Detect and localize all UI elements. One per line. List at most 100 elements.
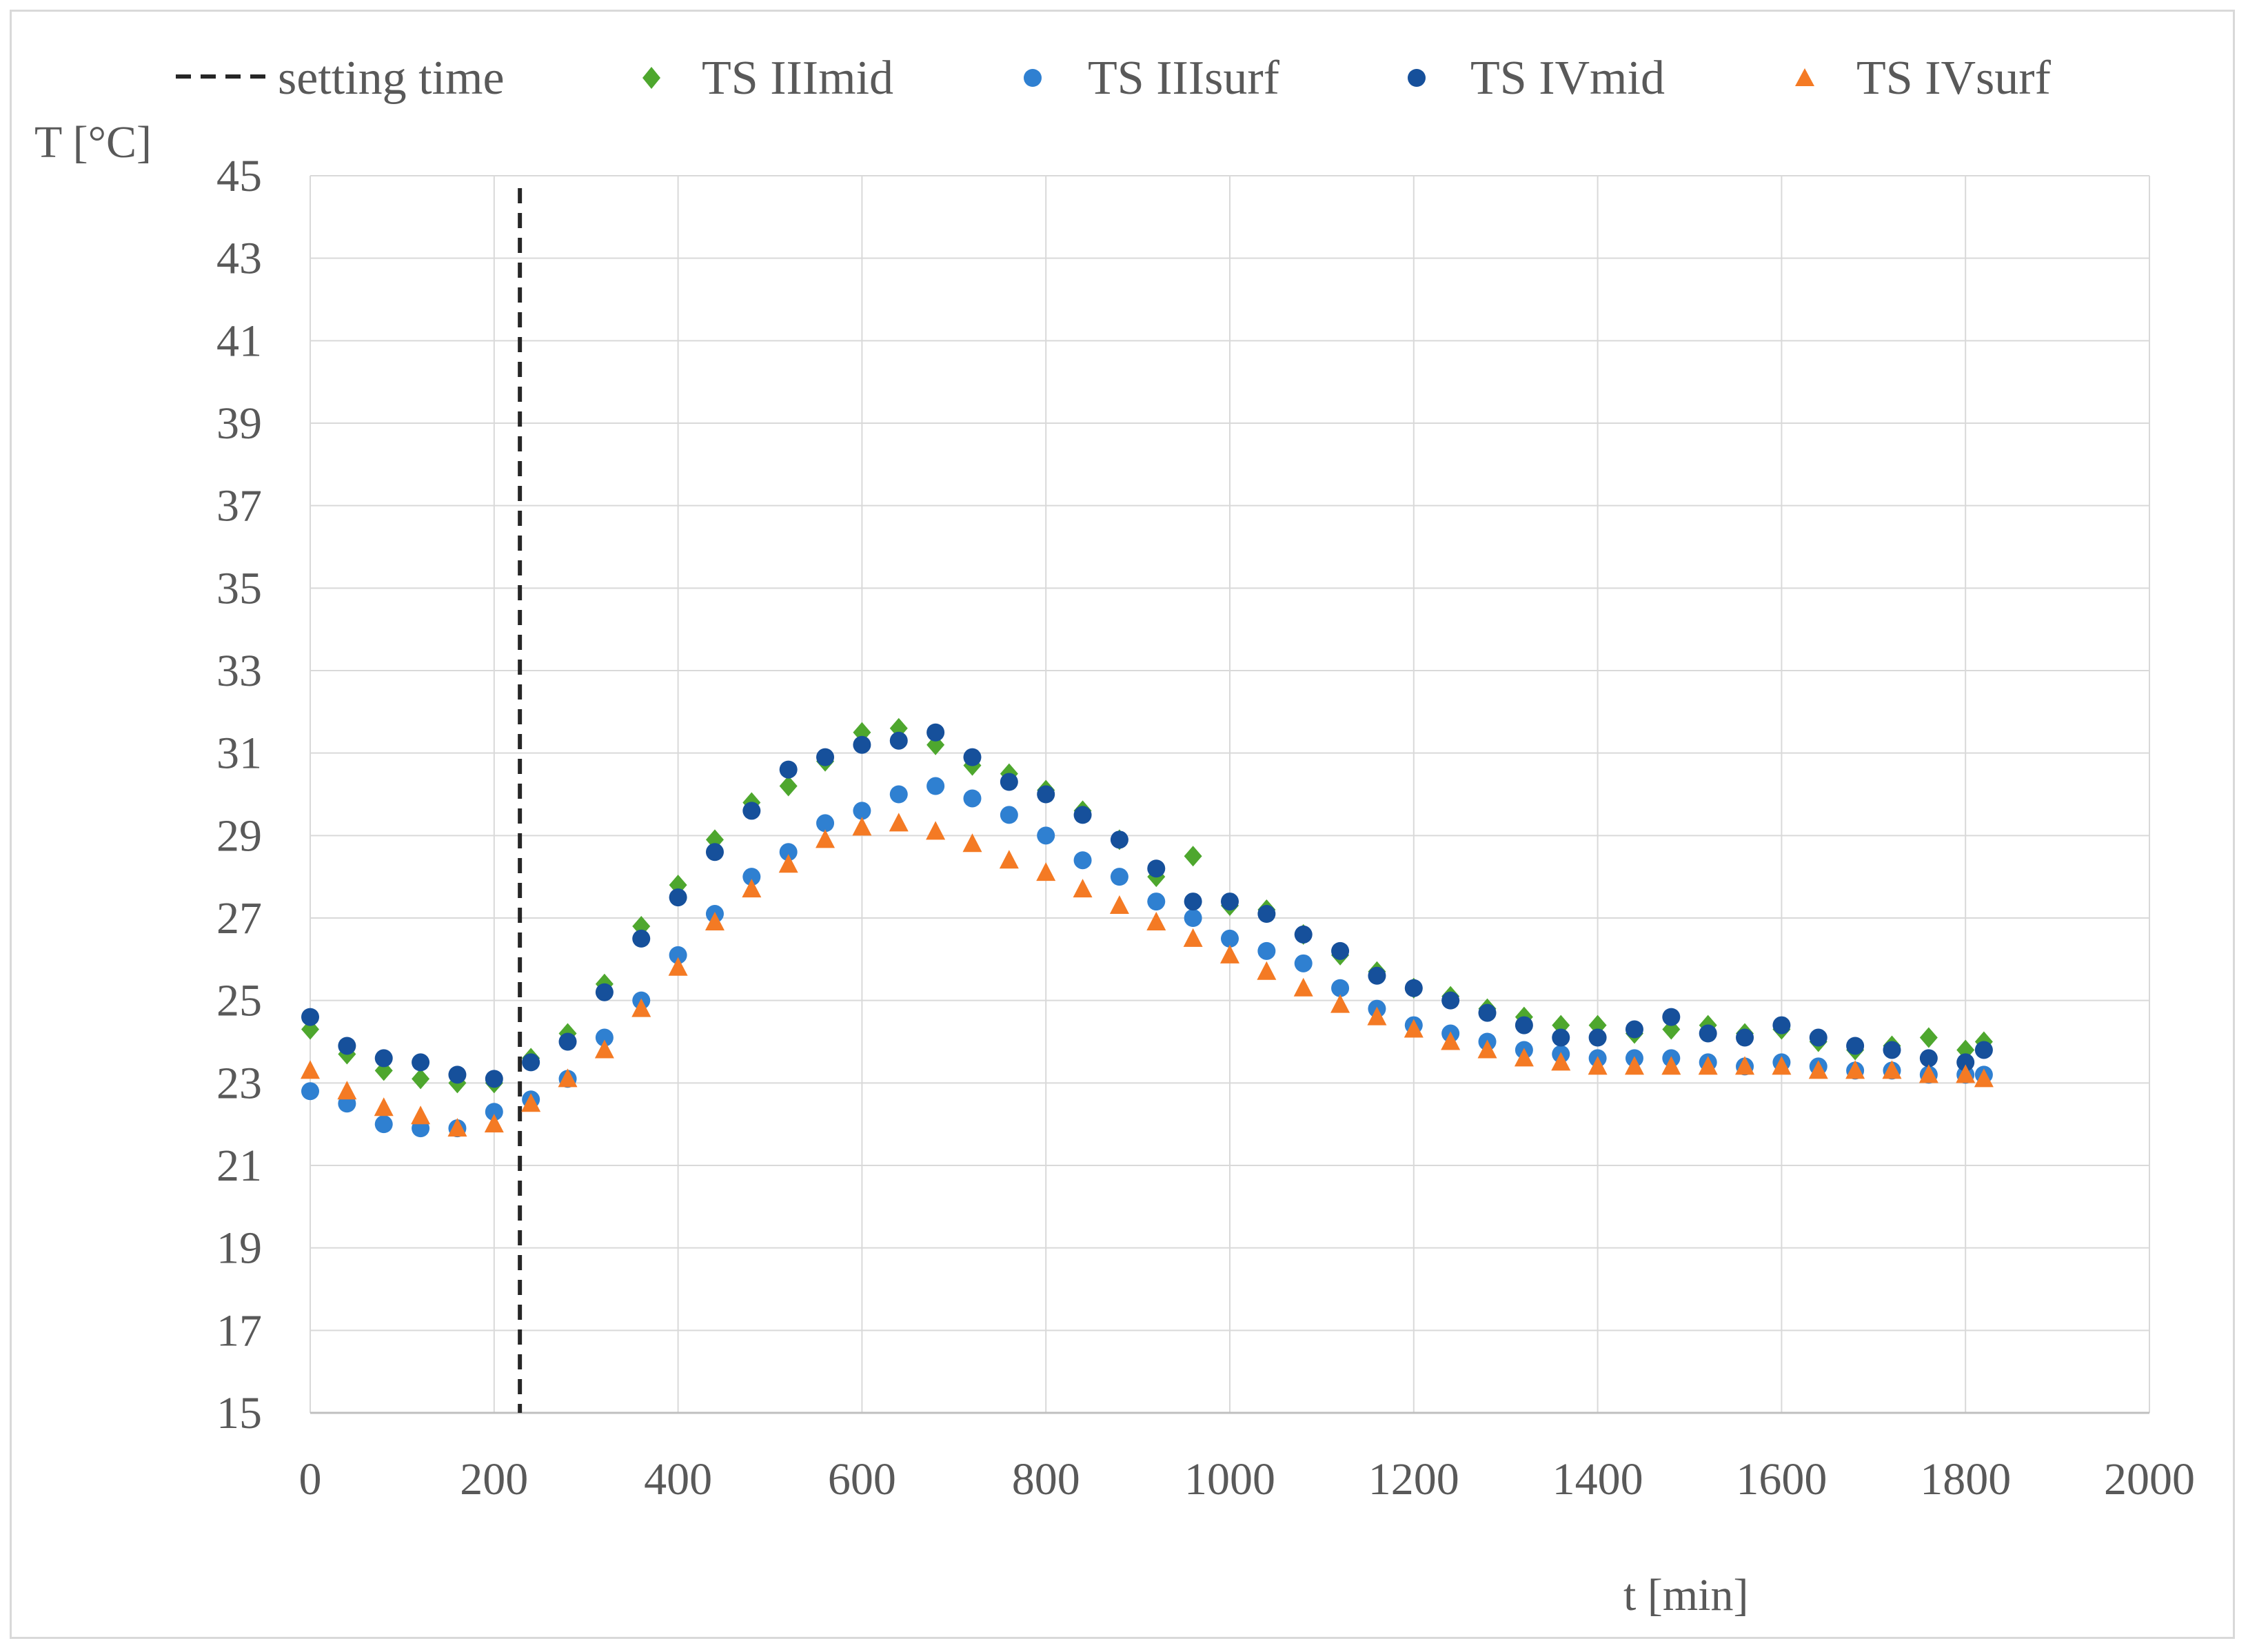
data-point: [853, 802, 871, 820]
data-point: [1698, 1056, 1718, 1075]
legend-setting-time-label: setting time: [278, 52, 505, 105]
data-point: [1109, 895, 1129, 915]
y-tick-label: 21: [216, 1141, 262, 1191]
data-point: [962, 833, 982, 853]
x-tick-label: 1000: [1184, 1454, 1275, 1505]
data-point: [1000, 806, 1018, 824]
data-point: [594, 1039, 614, 1059]
data-point: [1974, 1041, 1993, 1059]
legend-ts-ivmid-label: TS IVmid: [1470, 52, 1665, 105]
data-point: [1515, 1016, 1533, 1034]
data-point: [1036, 862, 1056, 881]
data-point: [1183, 928, 1203, 947]
data-point: [926, 821, 946, 840]
y-tick-label: 25: [216, 976, 262, 1026]
y-tick-label: 15: [216, 1388, 262, 1438]
data-point: [1367, 1006, 1387, 1026]
data-point: [484, 1114, 504, 1133]
data-point: [853, 735, 871, 754]
data-point: [963, 789, 982, 808]
y-tick-label: 29: [216, 810, 262, 861]
data-point: [1735, 1056, 1755, 1075]
data-point: [778, 854, 798, 873]
data-point: [1404, 979, 1423, 997]
legend-ts-iiimid-label: TS IIImid: [702, 52, 893, 105]
data-point: [926, 777, 945, 795]
data-point: [1221, 929, 1239, 948]
legend: setting time TS IIImid TS IIIsurf TS IVm…: [176, 52, 2052, 105]
data-point: [1662, 1008, 1681, 1026]
data-point: [301, 1082, 319, 1101]
x-tick-label: 600: [828, 1454, 896, 1505]
data-point: [889, 731, 908, 750]
data-point: [448, 1065, 467, 1084]
data-point: [669, 888, 687, 907]
data-point: [1809, 1028, 1827, 1047]
y-axis-title: T [°C]: [34, 117, 152, 167]
data-point: [1624, 1056, 1644, 1075]
data-point: [779, 760, 798, 779]
data-point: [816, 829, 836, 848]
data-point: [1037, 785, 1055, 804]
data-point: [816, 814, 835, 833]
data-point: [595, 983, 614, 1001]
y-tick-label: 17: [216, 1305, 262, 1356]
data-point: [816, 748, 835, 766]
legend-ts-ivsurf-label: TS IVsurf: [1856, 52, 2052, 105]
x-tick-label: 400: [644, 1454, 712, 1505]
data-point: [521, 1093, 541, 1112]
y-tick-label: 39: [216, 398, 262, 449]
data-point: [337, 1081, 357, 1100]
data-point: [1552, 1028, 1570, 1047]
data-point: [338, 1037, 356, 1055]
data-point: [1919, 1027, 1938, 1048]
data-points: [301, 717, 1994, 1138]
x-tick-label: 2000: [2104, 1454, 2195, 1505]
y-tick-label: 45: [216, 151, 262, 201]
data-point: [1441, 991, 1460, 1010]
data-point: [374, 1049, 393, 1068]
y-tick-label: 31: [216, 728, 262, 779]
data-point: [1956, 1053, 1975, 1072]
data-point: [1882, 1060, 1902, 1079]
data-point: [1772, 1056, 1792, 1075]
data-point: [668, 957, 688, 976]
data-point: [1147, 893, 1166, 911]
legend-ts-iiisurf-swatch: [1024, 69, 1042, 87]
y-tick-label: 43: [216, 234, 262, 284]
x-tick-label: 1600: [1736, 1454, 1827, 1505]
data-point: [742, 868, 761, 886]
data-point: [1331, 941, 1350, 960]
data-point: [1883, 1041, 1901, 1059]
data-point: [1184, 846, 1202, 867]
data-point: [705, 843, 724, 861]
data-point: [631, 998, 651, 1017]
data-point: [1772, 1016, 1791, 1034]
data-point: [632, 929, 651, 948]
data-point: [1919, 1049, 1938, 1068]
data-point: [1736, 1028, 1754, 1047]
data-point: [1845, 1060, 1865, 1079]
data-point: [1073, 879, 1093, 898]
data-point: [447, 1118, 467, 1137]
y-tick-label: 33: [216, 646, 262, 696]
data-point: [1404, 1019, 1424, 1038]
x-axis-title: t [min]: [1623, 1570, 1748, 1620]
data-point: [889, 785, 908, 804]
legend-ts-iiimid-swatch: [642, 67, 660, 89]
y-tick-label: 37: [216, 481, 262, 531]
data-point: [1000, 773, 1018, 791]
data-point: [1477, 1039, 1497, 1059]
data-point: [669, 946, 687, 964]
data-point: [374, 1097, 394, 1116]
data-point: [558, 1068, 578, 1088]
x-tick-label: 200: [460, 1454, 528, 1505]
data-point: [1037, 826, 1055, 845]
data-point: [412, 1068, 430, 1090]
axes: 15 17 19 21 23 25 27 29 31 33 35 37 39 41 43 45 0 200 400 6…: [216, 151, 2195, 1505]
data-point: [1699, 1024, 1717, 1043]
series-ts-ivmid: [301, 723, 1993, 1088]
data-point: [742, 879, 762, 898]
data-point: [412, 1053, 430, 1072]
